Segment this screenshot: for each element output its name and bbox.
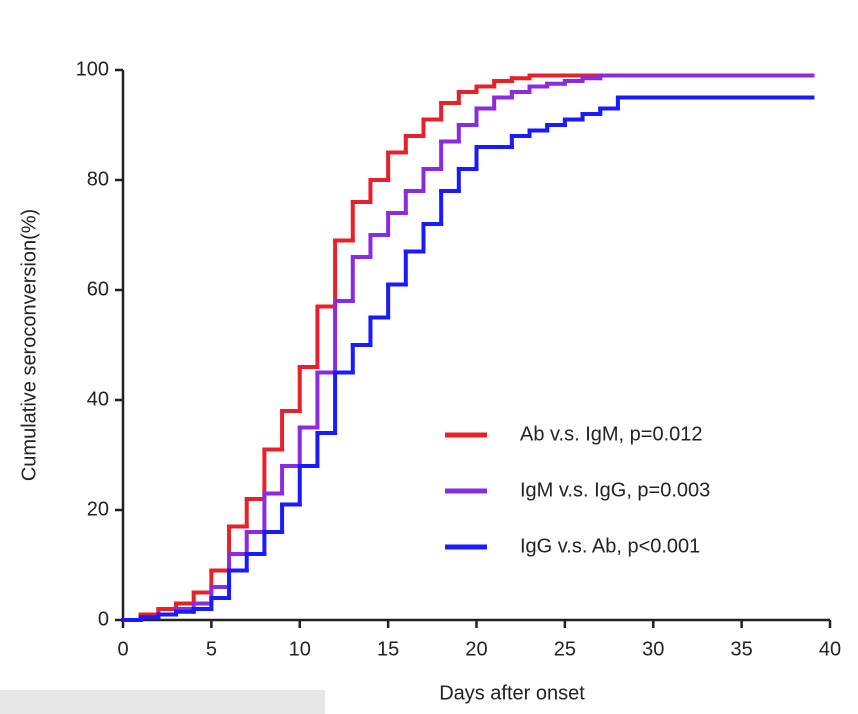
y-tick-label: 80 xyxy=(87,168,109,190)
x-tick-label: 20 xyxy=(465,638,487,660)
y-tick-label: 20 xyxy=(87,498,109,520)
legend-label: IgM v.s. IgG, p=0.003 xyxy=(520,479,710,501)
legend-label: IgG v.s. Ab, p<0.001 xyxy=(520,535,700,557)
overlay-bar xyxy=(0,690,325,714)
y-tick-label: 40 xyxy=(87,388,109,410)
legend-label: Ab v.s. IgM, p=0.012 xyxy=(520,423,703,445)
x-tick-label: 15 xyxy=(377,638,399,660)
x-tick-label: 35 xyxy=(731,638,753,660)
x-tick-label: 40 xyxy=(819,638,841,660)
y-tick-label: 0 xyxy=(98,608,109,630)
y-axis-label: Cumulative seroconversion(%) xyxy=(18,209,40,481)
y-tick-label: 60 xyxy=(87,278,109,300)
x-tick-label: 25 xyxy=(554,638,576,660)
x-axis-label: Days after onset xyxy=(439,682,585,704)
x-tick-label: 5 xyxy=(206,638,217,660)
y-tick-label: 100 xyxy=(76,58,109,80)
x-tick-label: 10 xyxy=(289,638,311,660)
x-tick-label: 0 xyxy=(117,638,128,660)
x-tick-label: 30 xyxy=(642,638,664,660)
